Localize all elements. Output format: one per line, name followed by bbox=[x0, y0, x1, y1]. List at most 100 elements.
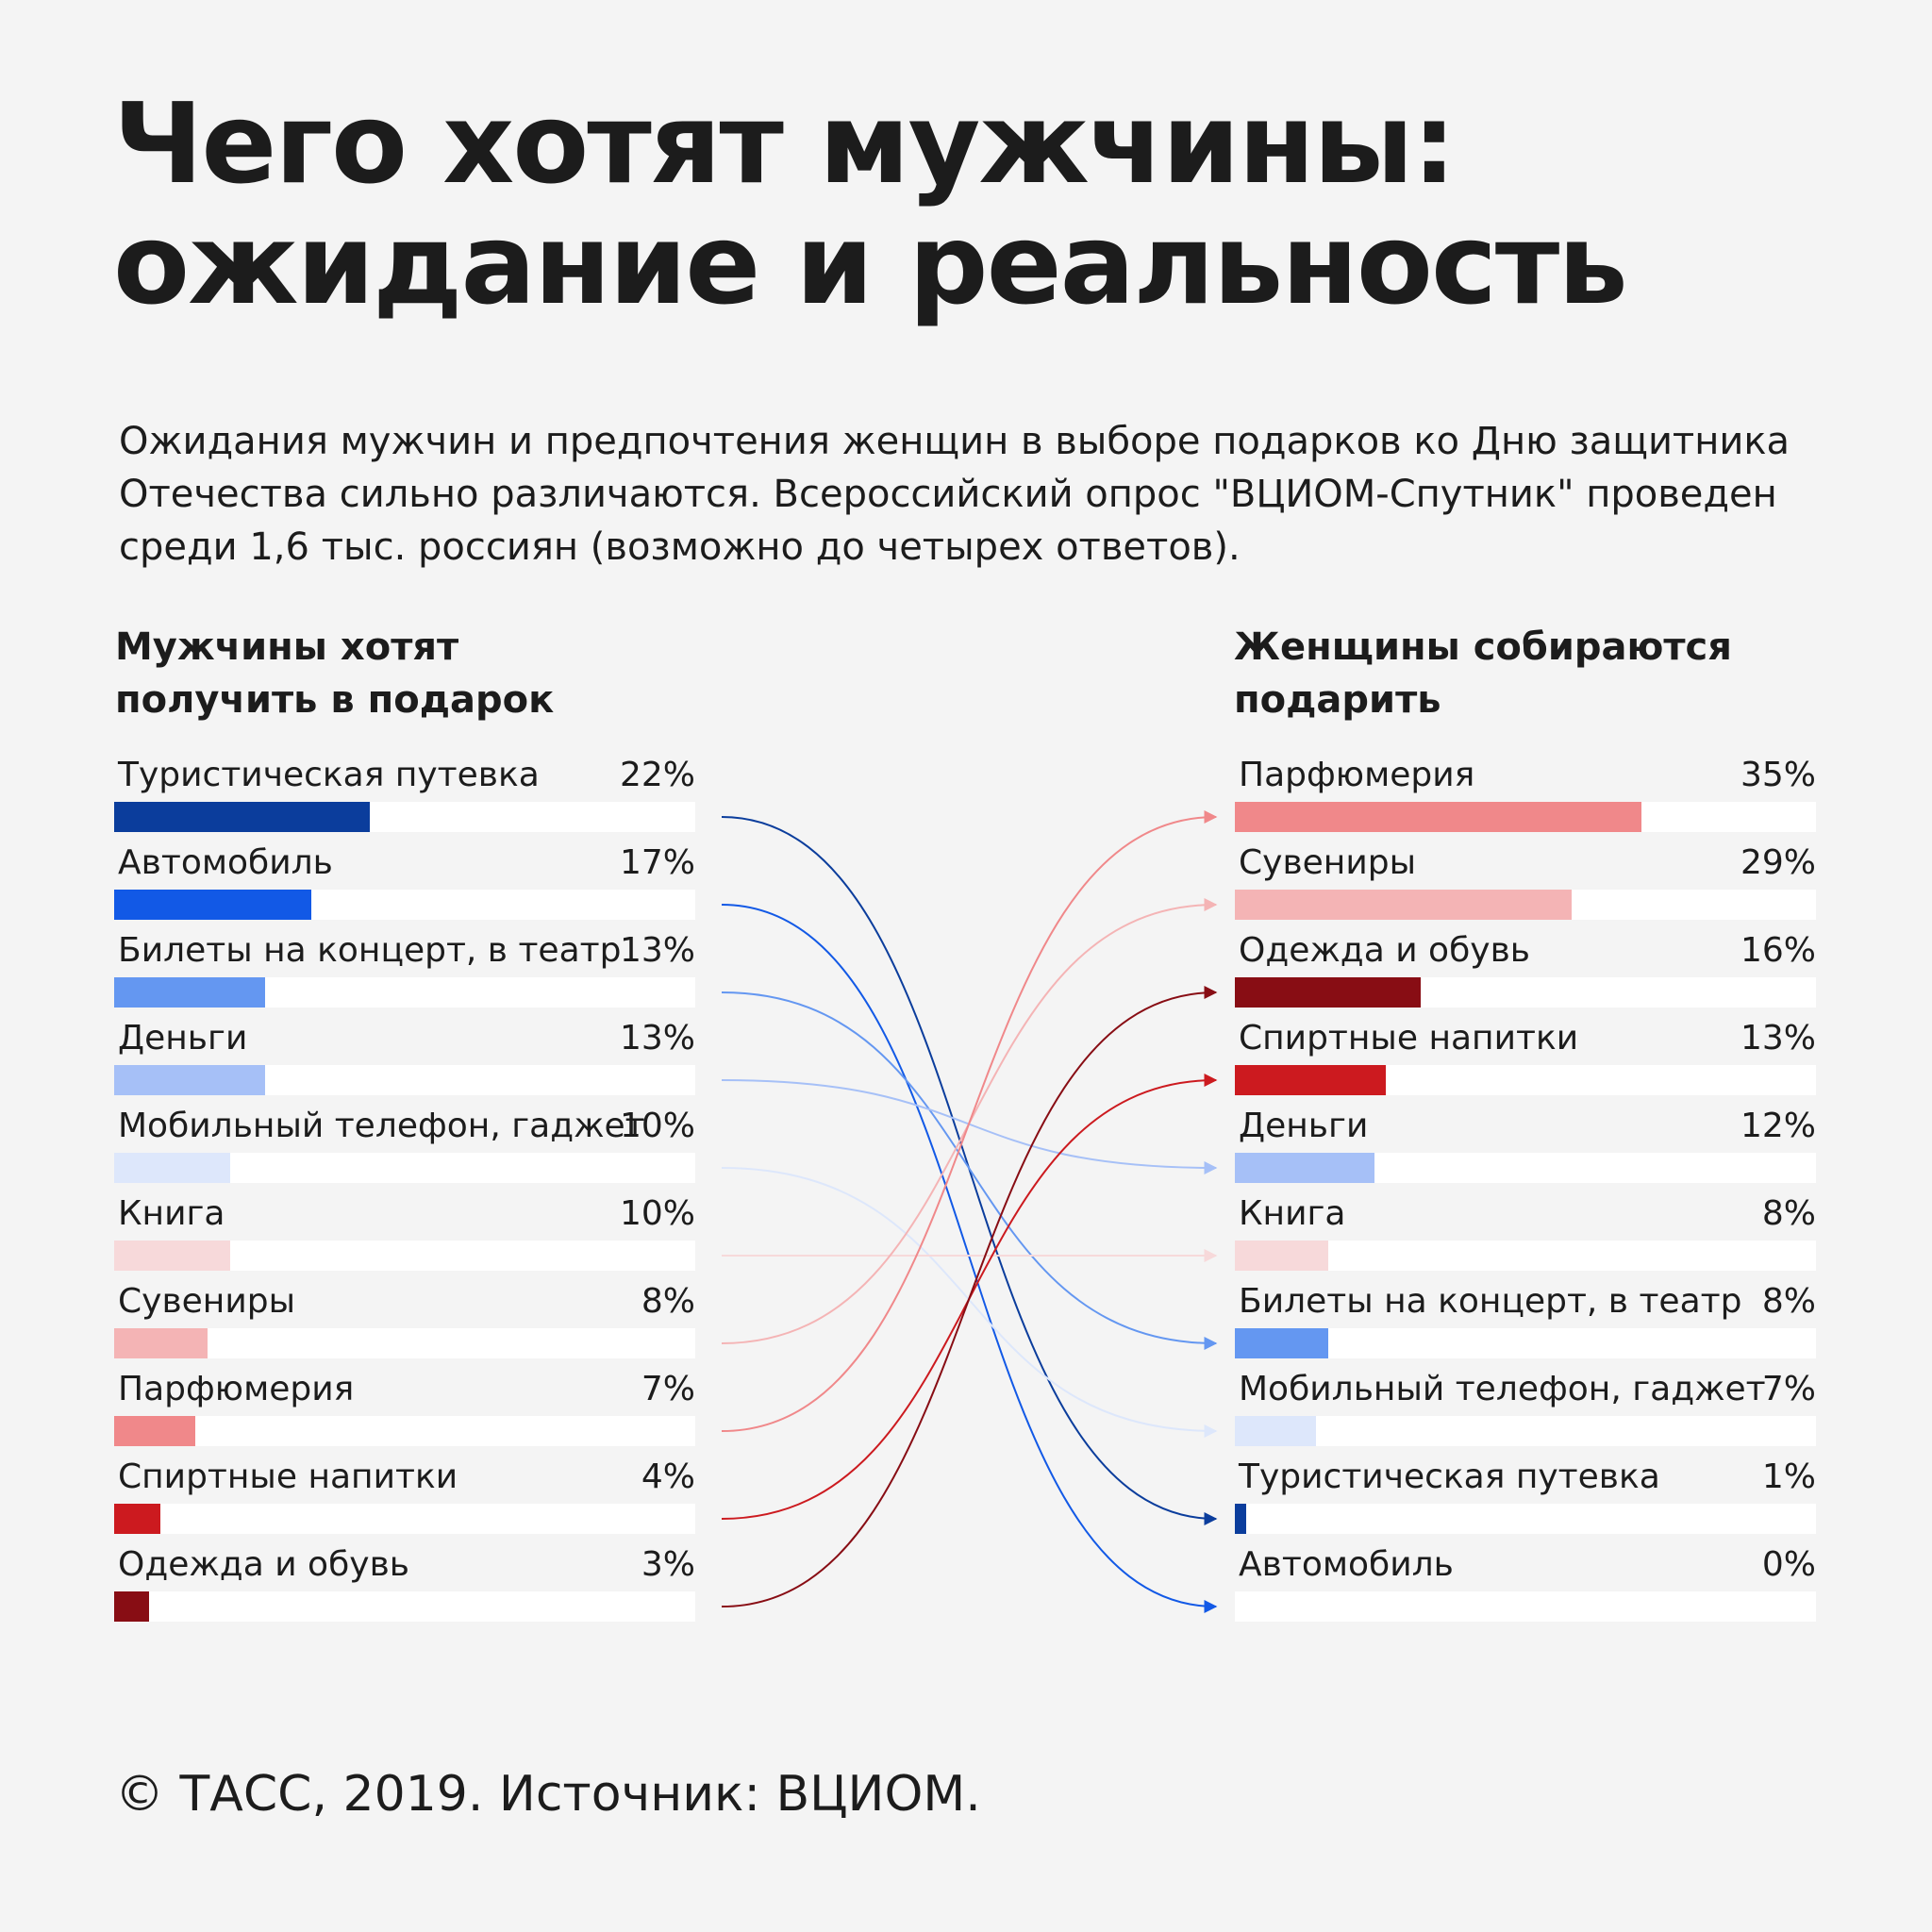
left-bar bbox=[114, 1504, 161, 1534]
right-bar-track bbox=[1235, 1504, 1816, 1534]
right-bar bbox=[1235, 890, 1573, 920]
right-bar-value: 1% bbox=[1761, 1457, 1816, 1496]
left-bar-row: Билеты на концерт, в театр 13% bbox=[114, 930, 695, 1018]
right-bar-track bbox=[1235, 1241, 1816, 1271]
left-bar-value: 17% bbox=[619, 843, 695, 882]
left-bar-row: Сувениры 8% bbox=[114, 1281, 695, 1369]
right-bar-row: Книга 8% bbox=[1235, 1193, 1816, 1281]
right-bar-label: Книга bbox=[1239, 1194, 1346, 1233]
left-bar-track bbox=[114, 802, 695, 832]
right-bar bbox=[1235, 1328, 1328, 1358]
left-bar-label: Билеты на концерт, в театр bbox=[118, 931, 622, 970]
left-bar bbox=[114, 1241, 231, 1271]
right-bar bbox=[1235, 1065, 1387, 1095]
left-bar-row: Туристическая путевка 22% bbox=[114, 755, 695, 842]
left-bar-track bbox=[114, 1328, 695, 1358]
right-bar-value: 35% bbox=[1740, 756, 1816, 794]
left-bar-track bbox=[114, 1591, 695, 1622]
left-bar-value: 3% bbox=[641, 1545, 695, 1584]
left-bar-label: Деньги bbox=[118, 1019, 248, 1058]
right-column-title: Женщины собираются подарить bbox=[1234, 621, 1819, 726]
title-line-2: ожидание и реальность bbox=[113, 199, 1628, 329]
chart-title: Чего хотят мужчины: ожидание и реальност… bbox=[113, 83, 1811, 325]
right-bar-label: Спиртные напитки bbox=[1239, 1019, 1579, 1058]
left-bar-value: 22% bbox=[619, 756, 695, 794]
right-bar-row: Парфюмерия 35% bbox=[1235, 755, 1816, 842]
right-title-line-1: Женщины собираются bbox=[1234, 625, 1732, 669]
right-bar bbox=[1235, 1153, 1374, 1183]
left-bar-value: 4% bbox=[641, 1457, 695, 1496]
left-title-line-1: Мужчины хотят bbox=[115, 625, 459, 669]
flow-connector bbox=[721, 986, 1218, 1607]
right-bar-value: 12% bbox=[1740, 1107, 1816, 1145]
right-bar-row: Одежда и обувь 16% bbox=[1235, 930, 1816, 1018]
title-line-1: Чего хотят мужчины: bbox=[113, 78, 1457, 208]
left-bar-track bbox=[114, 1065, 695, 1095]
left-bar-label: Автомобиль bbox=[118, 843, 333, 882]
left-bar bbox=[114, 1153, 231, 1183]
left-bar-row: Мобильный телефон, гаджет 10% bbox=[114, 1106, 695, 1193]
left-bar bbox=[114, 1591, 149, 1622]
left-bar-label: Туристическая путевка bbox=[118, 756, 540, 794]
left-bar-label: Одежда и обувь bbox=[118, 1545, 410, 1584]
right-bar-track bbox=[1235, 890, 1816, 920]
right-bar-track bbox=[1235, 802, 1816, 832]
left-bar-label: Спиртные напитки bbox=[118, 1457, 458, 1496]
left-bar-track bbox=[114, 890, 695, 920]
right-bar-track bbox=[1235, 1416, 1816, 1446]
right-bar-row: Сувениры 29% bbox=[1235, 842, 1816, 930]
right-bar-track bbox=[1235, 1065, 1816, 1095]
right-bar-track bbox=[1235, 1591, 1816, 1622]
left-bar bbox=[114, 1416, 196, 1446]
left-bar-row: Парфюмерия 7% bbox=[114, 1369, 695, 1457]
left-bar-track bbox=[114, 1504, 695, 1534]
left-bar bbox=[114, 1328, 208, 1358]
left-bar-row: Деньги 13% bbox=[114, 1018, 695, 1106]
left-bar-label: Сувениры bbox=[118, 1282, 296, 1321]
right-bar-value: 0% bbox=[1761, 1545, 1816, 1584]
left-bar-track bbox=[114, 1241, 695, 1271]
left-bar-track bbox=[114, 1153, 695, 1183]
right-bar-value: 8% bbox=[1761, 1194, 1816, 1233]
right-bar bbox=[1235, 1416, 1317, 1446]
left-bar-value: 13% bbox=[619, 1019, 695, 1058]
right-bar-label: Деньги bbox=[1239, 1107, 1369, 1145]
left-bar bbox=[114, 1065, 266, 1095]
left-column-title: Мужчины хотят получить в подарок bbox=[115, 621, 700, 726]
right-bar-label: Автомобиль bbox=[1239, 1545, 1454, 1584]
left-bar-value: 8% bbox=[641, 1282, 695, 1321]
right-bar-track bbox=[1235, 1328, 1816, 1358]
right-bar-value: 8% bbox=[1761, 1282, 1816, 1321]
lead-paragraph: Ожидания мужчин и предпочтения женщин в … bbox=[119, 420, 1790, 569]
left-bar-label: Книга bbox=[118, 1194, 225, 1233]
left-bar-track bbox=[114, 977, 695, 1008]
left-bar-value: 13% bbox=[619, 931, 695, 970]
left-bar-row: Автомобиль 17% bbox=[114, 842, 695, 930]
right-bar bbox=[1235, 1241, 1328, 1271]
left-bar-row: Спиртные напитки 4% bbox=[114, 1457, 695, 1544]
right-bar-track bbox=[1235, 1153, 1816, 1183]
left-bar-track bbox=[114, 1416, 695, 1446]
left-title-line-2: получить в подарок bbox=[115, 678, 555, 722]
right-bar-label: Сувениры bbox=[1239, 843, 1417, 882]
left-bar bbox=[114, 802, 371, 832]
right-bar-row: Туристическая путевка 1% bbox=[1235, 1457, 1816, 1544]
left-bar-value: 10% bbox=[619, 1107, 695, 1145]
right-bar-row: Спиртные напитки 13% bbox=[1235, 1018, 1816, 1106]
right-bar-track bbox=[1235, 977, 1816, 1008]
right-bar-label: Билеты на концерт, в театр bbox=[1239, 1282, 1742, 1321]
right-bar-value: 13% bbox=[1740, 1019, 1816, 1058]
right-bar-row: Деньги 12% bbox=[1235, 1106, 1816, 1193]
left-bar-row: Одежда и обувь 3% bbox=[114, 1544, 695, 1632]
right-bar-label: Мобильный телефон, гаджет bbox=[1239, 1370, 1766, 1408]
left-bar-row: Книга 10% bbox=[114, 1193, 695, 1281]
right-bar-row: Мобильный телефон, гаджет 7% bbox=[1235, 1369, 1816, 1457]
left-bar-label: Парфюмерия bbox=[118, 1370, 355, 1408]
left-bar-label: Мобильный телефон, гаджет bbox=[118, 1107, 645, 1145]
right-bar-label: Парфюмерия bbox=[1239, 756, 1475, 794]
right-bar-label: Туристическая путевка bbox=[1239, 1457, 1660, 1496]
left-bar-value: 10% bbox=[619, 1194, 695, 1233]
right-bar-label: Одежда и обувь bbox=[1239, 931, 1531, 970]
right-bar-row: Автомобиль 0% bbox=[1235, 1544, 1816, 1632]
left-bar-value: 7% bbox=[641, 1370, 695, 1408]
